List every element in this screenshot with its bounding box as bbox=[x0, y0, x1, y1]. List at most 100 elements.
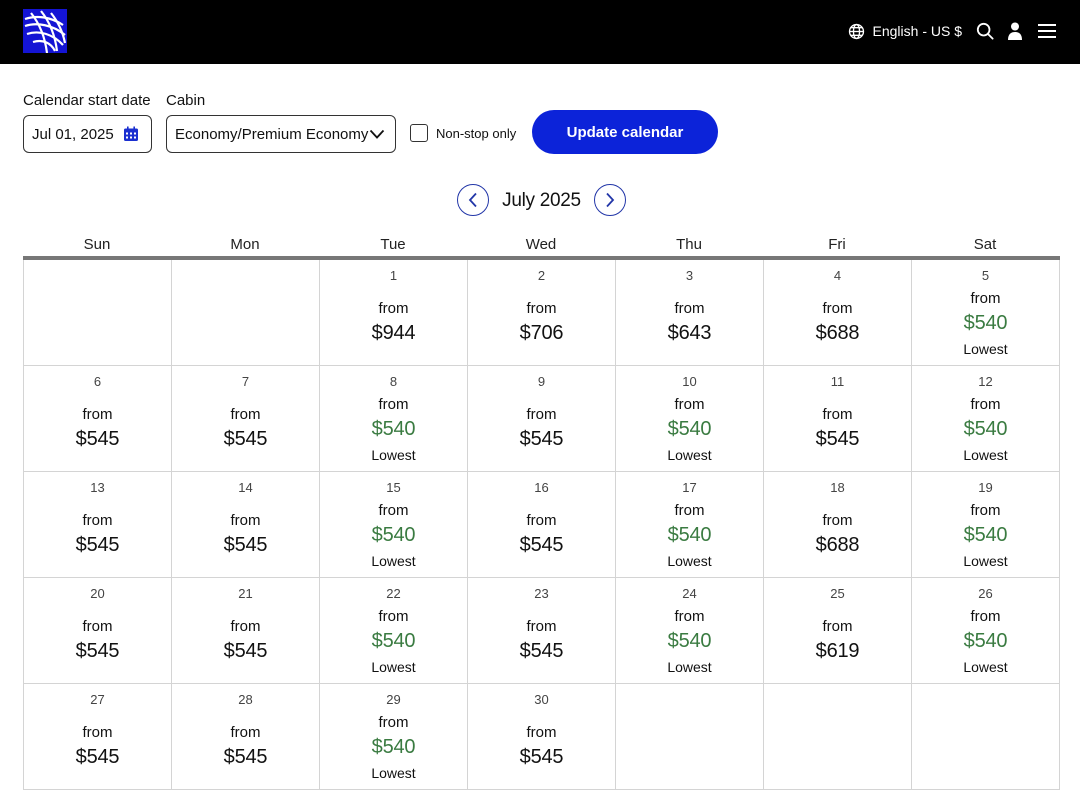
fare-price: $540 bbox=[371, 418, 416, 440]
day-number: 5 bbox=[981, 268, 990, 283]
weekday-wed: Wed bbox=[525, 236, 557, 253]
fare-price: $706 bbox=[519, 322, 564, 344]
calendar-day-cell[interactable]: 8 from $540 Lowest bbox=[320, 366, 468, 472]
calendar-day-cell[interactable]: 22 from $540 Lowest bbox=[320, 578, 468, 684]
fare-price: $545 bbox=[519, 428, 564, 450]
from-label: from bbox=[82, 618, 113, 635]
day-number: 15 bbox=[386, 480, 401, 495]
fare-price: $540 bbox=[371, 736, 416, 758]
day-number: 29 bbox=[386, 692, 401, 707]
calendar-day-cell[interactable]: 21 from $545 bbox=[172, 578, 320, 684]
menu-icon bbox=[1038, 24, 1056, 38]
calendar-day-cell[interactable]: 5 from $540 Lowest bbox=[912, 260, 1060, 366]
calendar-day-cell[interactable]: 30 from $545 bbox=[468, 684, 616, 790]
calendar-day-cell[interactable]: 25 from $619 bbox=[764, 578, 912, 684]
nonstop-checkbox[interactable] bbox=[410, 124, 428, 142]
lowest-badge: Lowest bbox=[371, 447, 416, 463]
calendar-day-cell[interactable]: 15 from $540 Lowest bbox=[320, 472, 468, 578]
calendar-day-cell[interactable]: 10 from $540 Lowest bbox=[616, 366, 764, 472]
day-number: 7 bbox=[241, 374, 250, 389]
calendar-day-cell[interactable]: 3 from $643 bbox=[616, 260, 764, 366]
weekday-mon: Mon bbox=[230, 236, 260, 253]
cabin-select[interactable]: Economy/Premium Economy bbox=[166, 115, 396, 153]
from-label: from bbox=[378, 714, 409, 731]
weekday-header: Sun Mon Tue Wed Thu Fri Sat bbox=[23, 236, 1060, 256]
calendar-day-cell[interactable]: 16 from $545 bbox=[468, 472, 616, 578]
calendar-icon[interactable] bbox=[123, 126, 139, 142]
calendar-day-cell[interactable]: 13 from $545 bbox=[24, 472, 172, 578]
lowest-badge: Lowest bbox=[371, 659, 416, 675]
fare-price: $688 bbox=[815, 322, 860, 344]
day-number: 17 bbox=[682, 480, 697, 495]
main-menu-button[interactable] bbox=[1038, 23, 1056, 39]
fare-price: $540 bbox=[963, 630, 1008, 652]
fare-price: $688 bbox=[815, 534, 860, 556]
search-button[interactable] bbox=[976, 22, 994, 40]
calendar-day-cell[interactable]: 24 from $540 Lowest bbox=[616, 578, 764, 684]
next-month-button[interactable] bbox=[594, 184, 626, 216]
fare-price: $619 bbox=[815, 640, 860, 662]
fare-price: $545 bbox=[75, 428, 120, 450]
weekday-fri: Fri bbox=[828, 236, 846, 253]
fare-price: $944 bbox=[371, 322, 416, 344]
lowest-badge: Lowest bbox=[963, 659, 1008, 675]
calendar-day-cell[interactable]: 20 from $545 bbox=[24, 578, 172, 684]
from-label: from bbox=[970, 396, 1001, 413]
calendar-day-cell[interactable]: 29 from $540 Lowest bbox=[320, 684, 468, 790]
day-number: 13 bbox=[90, 480, 105, 495]
from-label: from bbox=[526, 406, 557, 423]
calendar-day-cell[interactable]: 14 from $545 bbox=[172, 472, 320, 578]
calendar-day-cell[interactable]: 26 from $540 Lowest bbox=[912, 578, 1060, 684]
calendar-day-cell[interactable]: 23 from $545 bbox=[468, 578, 616, 684]
from-label: from bbox=[230, 406, 261, 423]
day-number: 21 bbox=[238, 586, 253, 601]
calendar-day-cell[interactable]: 19 from $540 Lowest bbox=[912, 472, 1060, 578]
calendar-day-cell[interactable]: 9 from $545 bbox=[468, 366, 616, 472]
calendar-day-cell[interactable]: 7 from $545 bbox=[172, 366, 320, 472]
from-label: from bbox=[82, 406, 113, 423]
airline-globe-logo[interactable] bbox=[23, 9, 67, 53]
from-label: from bbox=[970, 608, 1001, 625]
nonstop-toggle[interactable]: Non-stop only bbox=[410, 124, 516, 142]
chevron-left-icon bbox=[468, 192, 477, 208]
calendar-day-cell[interactable]: 6 from $545 bbox=[24, 366, 172, 472]
calendar-day-cell[interactable]: 11 from $545 bbox=[764, 366, 912, 472]
calendar-day-cell[interactable]: 27 from $545 bbox=[24, 684, 172, 790]
globe-icon bbox=[848, 23, 864, 39]
fare-price: $540 bbox=[963, 418, 1008, 440]
fare-calendar-grid: 1 from $944 2 from $706 3 from $643 4 from $688 5 fro… bbox=[23, 260, 1060, 790]
month-title: July 2025 bbox=[502, 190, 581, 211]
day-number: 27 bbox=[90, 692, 105, 707]
from-label: from bbox=[378, 396, 409, 413]
calendar-day-cell[interactable]: 12 from $540 Lowest bbox=[912, 366, 1060, 472]
lowest-badge: Lowest bbox=[963, 341, 1008, 357]
day-number: 19 bbox=[978, 480, 993, 495]
calendar-header-divider bbox=[23, 256, 1060, 260]
nonstop-label: Non-stop only bbox=[436, 125, 517, 141]
day-number: 23 bbox=[534, 586, 549, 601]
day-number: 10 bbox=[682, 374, 697, 389]
cabin-label: Cabin bbox=[166, 92, 206, 109]
start-date-input[interactable]: Jul 01, 2025 bbox=[23, 115, 152, 153]
fare-price: $545 bbox=[223, 428, 268, 450]
calendar-day-cell[interactable]: 28 from $545 bbox=[172, 684, 320, 790]
day-number: 18 bbox=[830, 480, 845, 495]
calendar-day-cell[interactable]: 1 from $944 bbox=[320, 260, 468, 366]
from-label: from bbox=[970, 502, 1001, 519]
calendar-day-cell[interactable]: 2 from $706 bbox=[468, 260, 616, 366]
start-date-value: Jul 01, 2025 bbox=[32, 125, 114, 143]
search-icon bbox=[976, 22, 994, 40]
day-number: 30 bbox=[534, 692, 549, 707]
language-selector[interactable]: English - US $ bbox=[848, 23, 962, 40]
fare-price: $545 bbox=[75, 534, 120, 556]
account-button[interactable] bbox=[1008, 22, 1022, 40]
calendar-day-cell[interactable]: 4 from $688 bbox=[764, 260, 912, 366]
day-number: 9 bbox=[537, 374, 546, 389]
previous-month-button[interactable] bbox=[457, 184, 489, 216]
calendar-day-cell[interactable]: 18 from $688 bbox=[764, 472, 912, 578]
day-number: 6 bbox=[93, 374, 102, 389]
fare-price: $540 bbox=[667, 418, 712, 440]
day-number: 3 bbox=[685, 268, 694, 283]
calendar-day-cell[interactable]: 17 from $540 Lowest bbox=[616, 472, 764, 578]
update-calendar-button[interactable]: Update calendar bbox=[532, 110, 718, 154]
